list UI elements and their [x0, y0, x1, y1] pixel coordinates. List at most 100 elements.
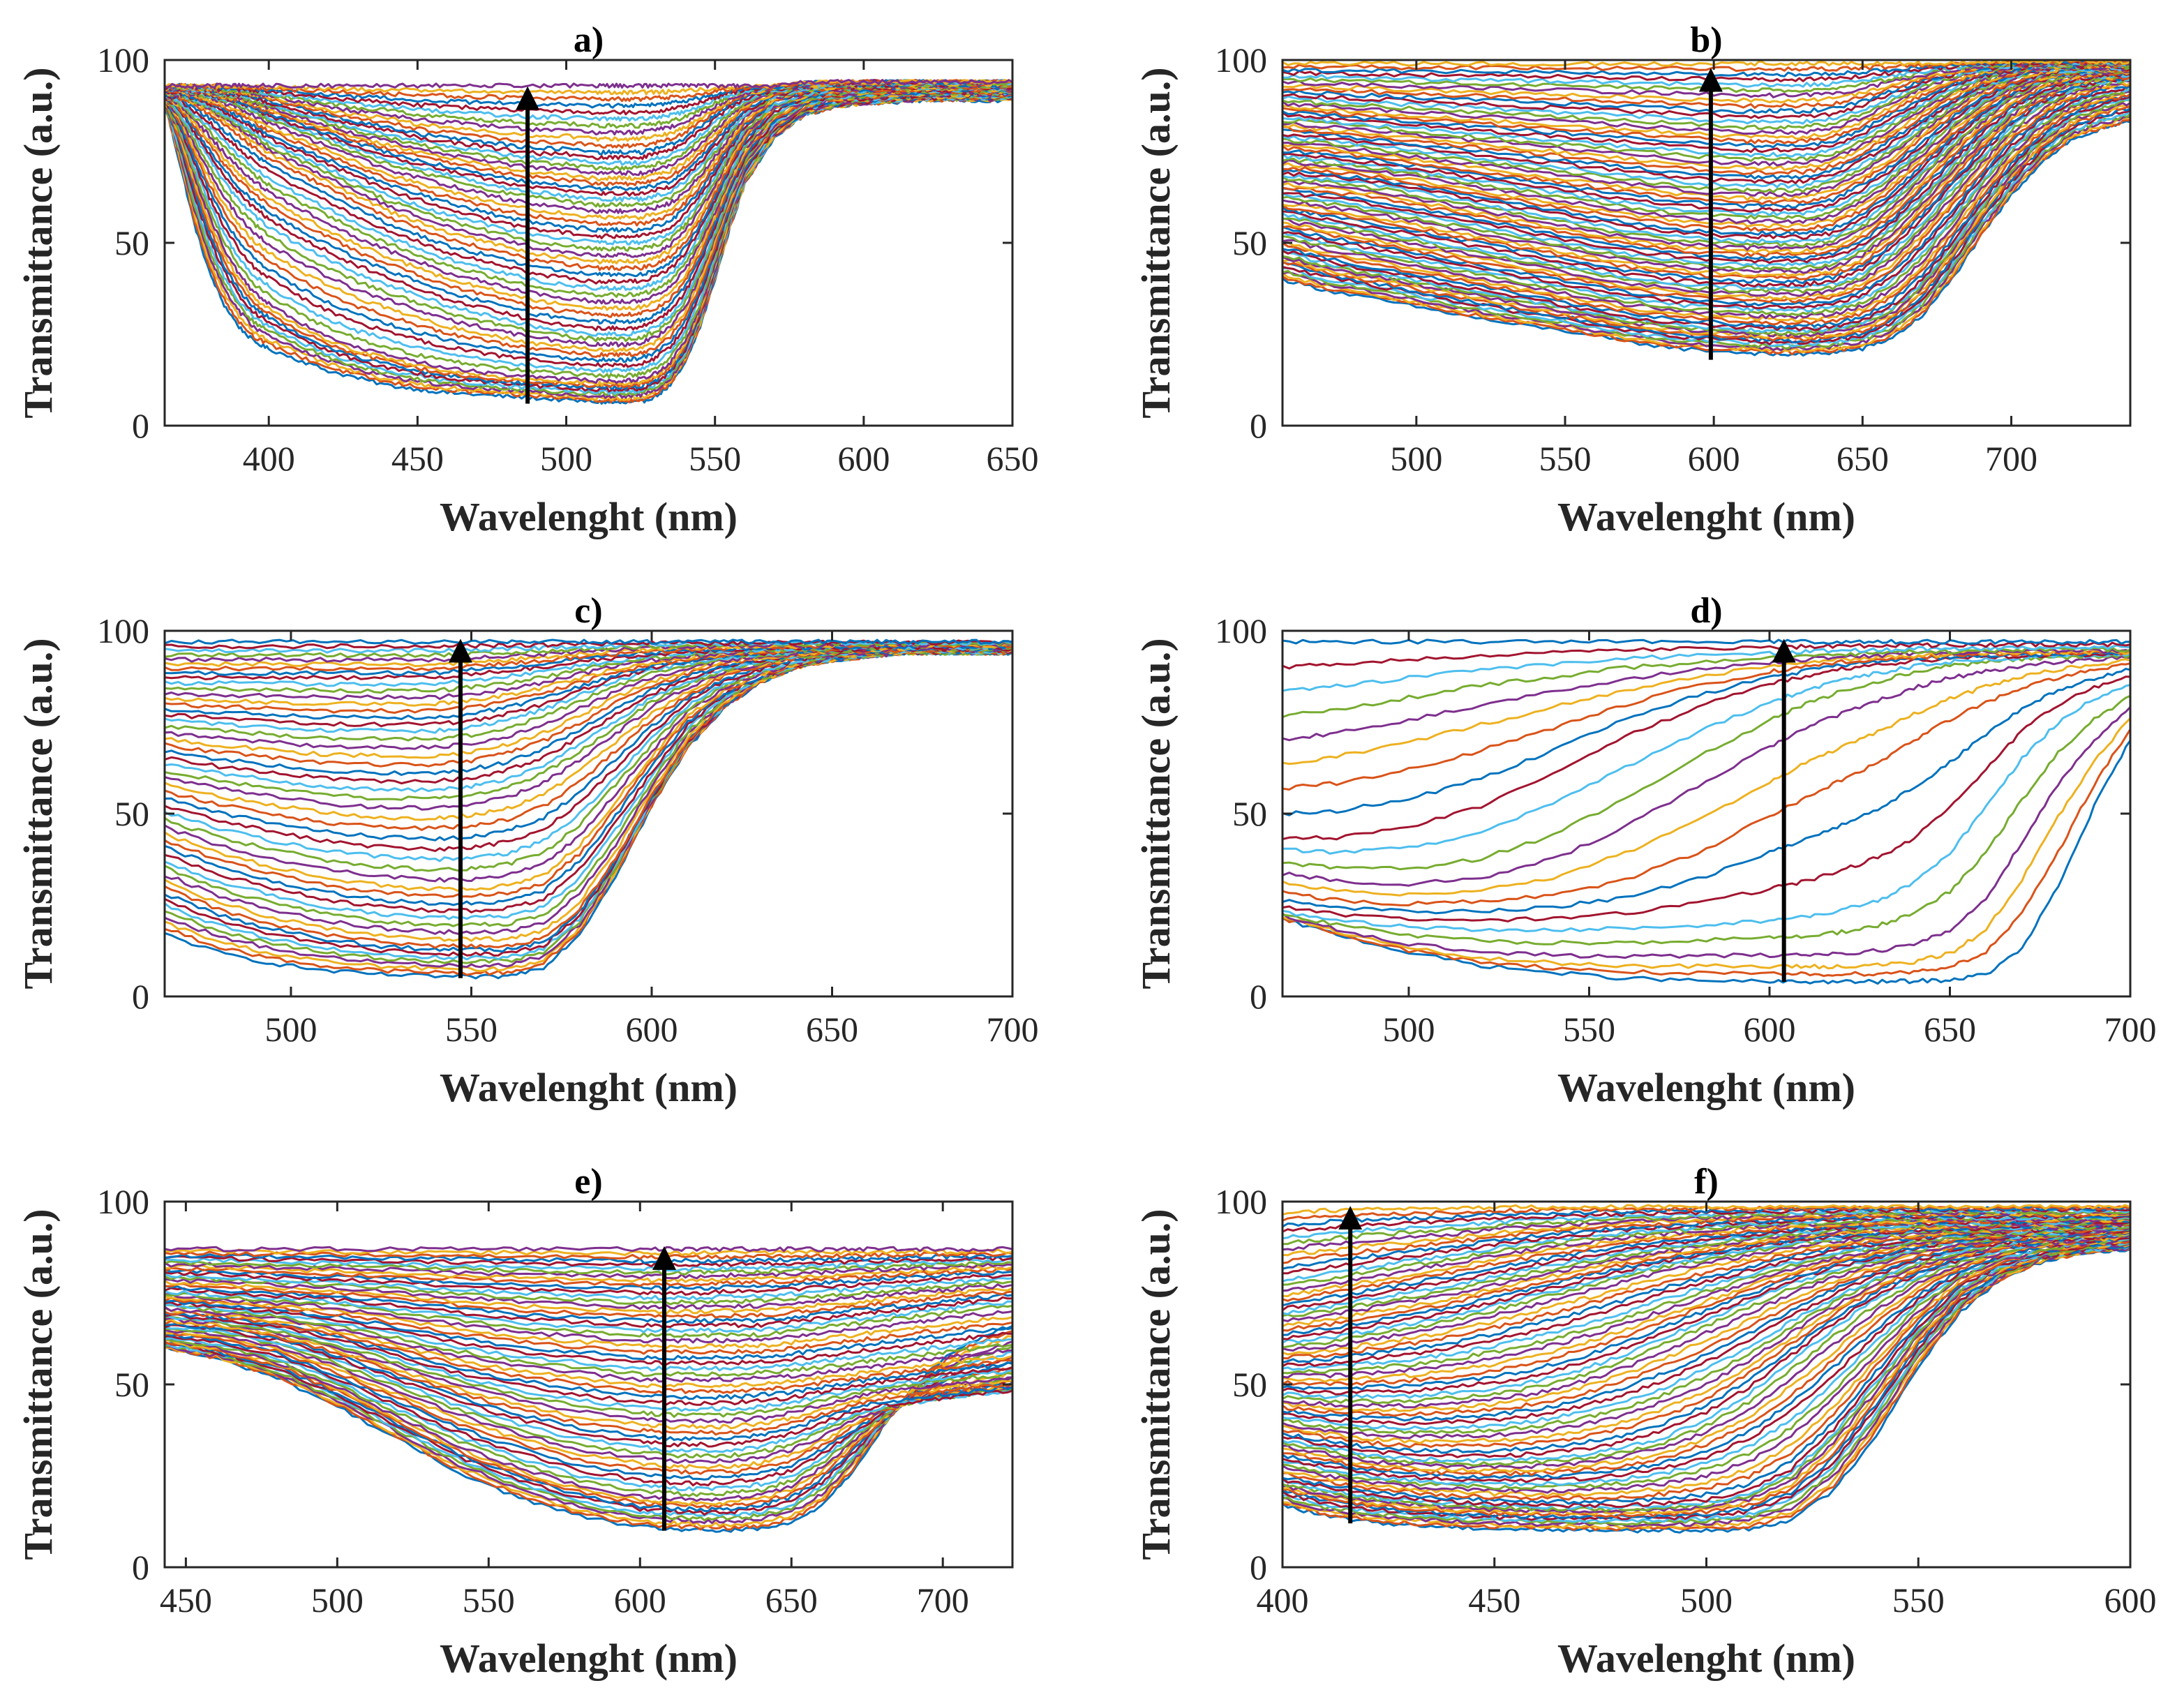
- series-lines: [165, 638, 1012, 980]
- x-tick-label: 450: [1468, 1580, 1520, 1620]
- y-tick-label: 50: [114, 223, 149, 262]
- x-tick-label: 400: [243, 439, 295, 478]
- spectrum-line: [1282, 649, 2130, 765]
- y-tick-label: 100: [97, 40, 149, 80]
- spectrum-line: [1282, 71, 2130, 257]
- series-lines: [165, 1246, 1012, 1533]
- spectrum-line: [1282, 648, 2130, 742]
- panel-title: d): [1690, 591, 1722, 631]
- spectrum-line: [165, 1287, 1012, 1329]
- spectrum-line: [1282, 740, 2130, 985]
- spectrum-line: [1282, 1234, 2130, 1470]
- spectrum-line: [1282, 658, 2130, 897]
- spectrum-line: [165, 84, 1012, 227]
- spectrum-line: [165, 1329, 1012, 1470]
- spectrum-line: [165, 89, 1012, 318]
- panel-title: e): [574, 1162, 602, 1202]
- spectrum-line: [165, 1278, 1012, 1310]
- y-tick-label: 50: [1232, 1365, 1267, 1404]
- spectrum-line: [1282, 103, 2130, 340]
- spectrum-line: [1282, 1239, 2130, 1501]
- x-tick-label: 550: [1563, 1010, 1615, 1049]
- spectrum-line: [1282, 65, 2130, 202]
- spectrum-line: [1282, 668, 2130, 915]
- y-tick-label: 0: [1250, 406, 1267, 445]
- panel-title: b): [1690, 20, 1722, 60]
- x-tick-label: 400: [1257, 1580, 1309, 1620]
- spectrum-line: [1282, 63, 2130, 180]
- series-lines: [1282, 60, 2130, 357]
- spectrum-line: [1282, 675, 2130, 922]
- spectrum-line: [165, 1315, 1012, 1418]
- spectrum-line: [165, 647, 1012, 768]
- spectrum-line: [1282, 717, 2130, 970]
- spectrum-line: [1282, 1220, 2130, 1315]
- x-tick-label: 550: [1539, 439, 1592, 478]
- y-tick-label: 0: [132, 977, 149, 1016]
- spectrum-line: [165, 1264, 1012, 1284]
- x-tick-label: 500: [1680, 1580, 1733, 1620]
- x-tick-label: 600: [1743, 1010, 1795, 1049]
- spectrum-line: [1282, 1230, 2130, 1417]
- x-tick-label: 450: [160, 1580, 212, 1620]
- spectrum-line: [1282, 1234, 2130, 1480]
- spectrum-line: [1282, 89, 2130, 317]
- y-axis-title: Transmittance (a.u.): [1133, 67, 1179, 418]
- spectrum-line: [165, 645, 1012, 707]
- spectrum-line: [165, 91, 1012, 364]
- spectrum-line: [165, 1320, 1012, 1436]
- x-tick-label: 600: [837, 439, 890, 478]
- x-axis-title: Wavelenght (nm): [440, 1065, 738, 1110]
- spectrum-line: [165, 1269, 1012, 1292]
- y-axis-title: Transmittance (a.u.): [15, 67, 61, 418]
- x-axis-title: Wavelenght (nm): [440, 1636, 738, 1681]
- spectrum-line: [165, 1293, 1012, 1344]
- spectrum-line: [165, 1260, 1012, 1276]
- spectrum-line: [1282, 73, 2130, 274]
- spectrum-line: [1282, 1226, 2130, 1375]
- spectrum-line: [1282, 64, 2130, 193]
- spectrum-line: [1282, 101, 2130, 338]
- x-tick-label: 650: [1924, 1010, 1976, 1049]
- spectrum-line: [1282, 1230, 2130, 1440]
- spectrum-line: [1282, 1225, 2130, 1356]
- series-lines: [165, 79, 1012, 405]
- spectrum-line: [1282, 62, 2130, 163]
- spectrum-line: [1282, 90, 2130, 320]
- spectrum-line: [1282, 1229, 2130, 1405]
- spectrum-line: [165, 1307, 1012, 1389]
- x-tick-label: 700: [1985, 439, 2037, 478]
- y-tick-label: 50: [114, 794, 149, 833]
- x-tick-label: 550: [463, 1580, 515, 1620]
- spectrum-line: [165, 1285, 1012, 1324]
- spectrum-line: [165, 639, 1012, 650]
- series-lines: [1282, 1204, 2130, 1534]
- y-tick-label: 50: [1232, 223, 1267, 262]
- x-tick-label: 600: [2104, 1580, 2157, 1620]
- spectrum-line: [1282, 60, 2130, 67]
- x-tick-label: 500: [540, 439, 592, 478]
- spectrum-line: [1282, 82, 2130, 304]
- spectrum-line: [1282, 662, 2130, 906]
- spectrum-line: [1282, 66, 2130, 229]
- spectrum-line: [1282, 1227, 2130, 1387]
- spectrum-line: [1282, 67, 2130, 232]
- spectrum-line: [1282, 652, 2130, 855]
- spectrum-line: [165, 1313, 1012, 1406]
- spectrum-line: [165, 91, 1012, 343]
- spectrum-line: [1282, 117, 2130, 354]
- spectrum-line: [1282, 1243, 2130, 1516]
- spectrum-line: [1282, 69, 2130, 251]
- panel-f: 400 450 500 550 600 0 50 100 Wavelenght (nm) Tran…: [1133, 1162, 2157, 1681]
- spectrum-line: [1282, 1233, 2130, 1463]
- y-axis-title: Transmittance (a.u.): [1133, 638, 1179, 989]
- y-tick-label: 100: [1215, 611, 1267, 650]
- x-tick-label: 650: [987, 439, 1039, 478]
- x-tick-label: 700: [917, 1580, 969, 1620]
- spectrum-line: [165, 87, 1012, 291]
- series-lines: [1282, 638, 2130, 985]
- spectrum-line: [1282, 1248, 2130, 1534]
- spectrum-line: [165, 1301, 1012, 1366]
- spectrum-line: [165, 1248, 1012, 1256]
